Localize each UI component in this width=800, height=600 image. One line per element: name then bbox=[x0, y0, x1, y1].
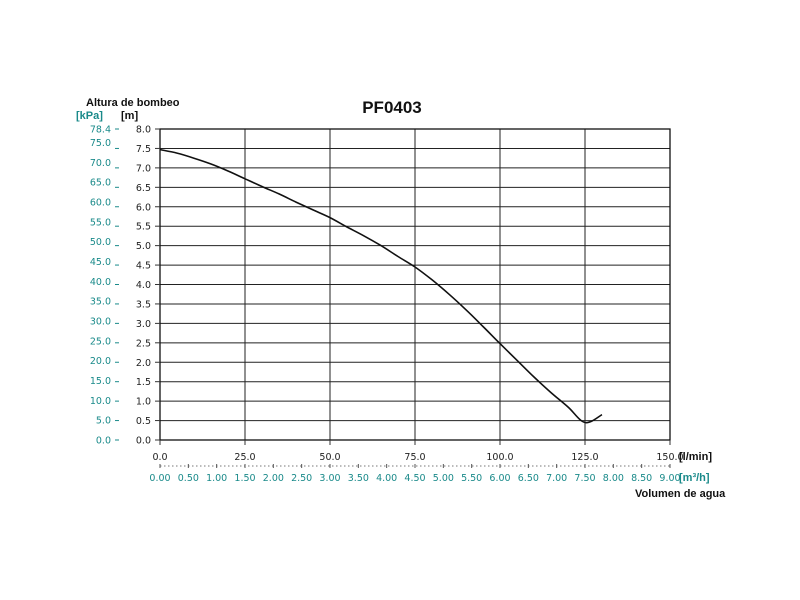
y-tick-label-kpa: 15.0 bbox=[90, 376, 111, 387]
x-tick-label-m3h: 5.00 bbox=[433, 473, 454, 484]
x-tick-label-m3h: 3.00 bbox=[319, 473, 340, 484]
y-tick-label-m: 4.0 bbox=[136, 280, 151, 291]
y-tick-label-kpa: 75.0 bbox=[90, 138, 111, 149]
x-tick-label-m3h: 8.00 bbox=[603, 473, 624, 484]
y-tick-label-m: 4.5 bbox=[136, 261, 151, 272]
y-tick-label-m: 7.0 bbox=[136, 163, 151, 174]
pump-curve-line bbox=[159, 148, 603, 424]
x-tick-label-m3h: 7.00 bbox=[546, 473, 567, 484]
x-tick-label-m3h: 1.00 bbox=[206, 473, 227, 484]
x-axis-unit-m3h: [m³/h] bbox=[679, 472, 710, 484]
y-tick-label-m: 0.5 bbox=[136, 416, 151, 427]
x-tick-label-lmin: 150.0 bbox=[656, 452, 683, 463]
x-tick-label-m3h: 5.50 bbox=[461, 473, 482, 484]
x-tick-label-m3h: 2.50 bbox=[291, 473, 312, 484]
x-axis-title: Volumen de agua bbox=[635, 488, 726, 500]
x-tick-label-lmin: 0.0 bbox=[152, 452, 167, 463]
x-tick-label-m3h: 6.00 bbox=[489, 473, 510, 484]
y-tick-label-m: 8.0 bbox=[136, 125, 151, 136]
y-tick-label-m: 6.0 bbox=[136, 202, 151, 213]
y-tick-label-m: 1.5 bbox=[136, 377, 151, 388]
y-axis-unit-m: [m] bbox=[121, 110, 138, 122]
y-tick-label-kpa: 10.0 bbox=[90, 396, 111, 407]
y-tick-label-kpa: 35.0 bbox=[90, 297, 111, 308]
y-tick-label-kpa: 78.4 bbox=[90, 125, 111, 136]
series bbox=[159, 148, 603, 424]
x-tick-label-m3h: 1.50 bbox=[234, 473, 255, 484]
y-tick-label-kpa: 5.0 bbox=[96, 416, 111, 427]
x-tick-label-m3h: 2.00 bbox=[263, 473, 284, 484]
y-tick-label-kpa: 0.0 bbox=[96, 436, 111, 447]
x-tick-label-lmin: 100.0 bbox=[486, 452, 513, 463]
y-tick-label-m: 7.5 bbox=[136, 144, 151, 155]
y-tick-label-m: 0.0 bbox=[136, 436, 151, 447]
y-tick-label-kpa: 60.0 bbox=[90, 197, 111, 208]
y-tick-label-kpa: 45.0 bbox=[90, 257, 111, 268]
y-tick-label-m: 3.5 bbox=[136, 299, 151, 310]
y-tick-label-m: 2.5 bbox=[136, 338, 151, 349]
y-tick-label-kpa: 65.0 bbox=[90, 178, 111, 189]
x-axis-unit-lmin: [l/min] bbox=[679, 451, 712, 463]
y-tick-label-kpa: 70.0 bbox=[90, 158, 111, 169]
y-tick-label-m: 2.0 bbox=[136, 358, 151, 369]
x-tick-label-lmin: 125.0 bbox=[571, 452, 598, 463]
y-tick-label-kpa: 20.0 bbox=[90, 356, 111, 367]
y-tick-label-kpa: 40.0 bbox=[90, 277, 111, 288]
x-tick-label-lmin: 75.0 bbox=[404, 452, 425, 463]
x-tick-label-m3h: 9.00 bbox=[659, 473, 680, 484]
y-tick-label-m: 5.0 bbox=[136, 241, 151, 252]
y-tick-label-kpa: 55.0 bbox=[90, 217, 111, 228]
y-tick-label-kpa: 25.0 bbox=[90, 336, 111, 347]
y-tick-label-m: 1.0 bbox=[136, 397, 151, 408]
y-tick-label-m: 5.5 bbox=[136, 222, 151, 233]
y-axis-unit-kpa: [kPa] bbox=[76, 110, 103, 122]
x-tick-label-m3h: 8.50 bbox=[631, 473, 652, 484]
x-tick-label-m3h: 4.50 bbox=[404, 473, 425, 484]
x-tick-label-m3h: 4.00 bbox=[376, 473, 397, 484]
x-tick-label-lmin: 50.0 bbox=[319, 452, 340, 463]
y-tick-label-m: 3.0 bbox=[136, 319, 151, 330]
chart-title: PF0403 bbox=[362, 98, 422, 117]
x-tick-label-m3h: 3.50 bbox=[348, 473, 369, 484]
y-tick-label-kpa: 30.0 bbox=[90, 316, 111, 327]
x-tick-label-m3h: 0.00 bbox=[149, 473, 170, 484]
y-tick-label-m: 6.5 bbox=[136, 183, 151, 194]
x-tick-label-lmin: 25.0 bbox=[234, 452, 255, 463]
x-tick-label-m3h: 0.50 bbox=[178, 473, 199, 484]
x-tick-label-m3h: 6.50 bbox=[518, 473, 539, 484]
axes: 0.00.00.55.01.010.01.515.02.020.02.525.0… bbox=[90, 125, 684, 485]
y-tick-label-kpa: 50.0 bbox=[90, 237, 111, 248]
x-tick-label-m3h: 7.50 bbox=[574, 473, 595, 484]
y-axis-title: Altura de bombeo bbox=[86, 97, 180, 109]
